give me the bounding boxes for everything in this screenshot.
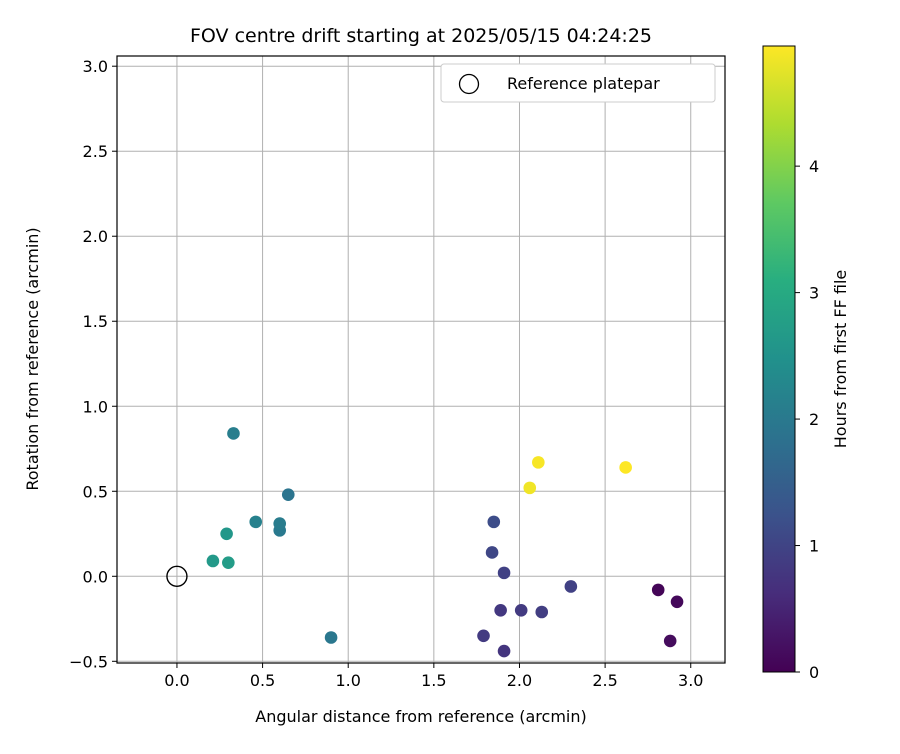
x-axis-title: Angular distance from reference (arcmin): [255, 707, 586, 726]
y-tick-label: 2.5: [83, 142, 108, 161]
y-tick-label: 1.0: [83, 397, 108, 416]
data-point: [670, 595, 684, 609]
data-point: [535, 605, 549, 619]
data-point: [619, 461, 632, 474]
y-axis-title: Rotation from reference (arcmin): [23, 227, 42, 490]
legend-box: [440, 63, 716, 103]
data-points: [206, 427, 684, 658]
legend-marker-reference: [458, 73, 480, 95]
plot-frame: [116, 55, 726, 664]
data-point: [222, 556, 235, 569]
axis-ticks: 0.0 0.5 1.0 1.5 2.0 2.5 3.0 −0.5 0.0 0.5 1.0 1.5 2.0…: [69, 57, 703, 690]
data-point: [249, 515, 263, 529]
grid-lines: [117, 56, 725, 663]
y-tick-label: 1.5: [83, 312, 108, 331]
x-tick-label: 3.0: [678, 671, 703, 690]
data-point: [564, 580, 578, 593]
x-tick-label: 0.5: [250, 671, 275, 690]
data-point: [324, 631, 338, 644]
colorbar: 0 1 2 3 4 Hours from first FF file: [762, 45, 850, 682]
colorbar-tick-label: 4: [809, 157, 819, 176]
x-tick-label: 2.5: [592, 671, 617, 690]
data-point: [651, 583, 665, 597]
colorbar-tick-label: 3: [809, 284, 819, 303]
colorbar-title: Hours from first FF file: [831, 270, 850, 449]
data-point: [227, 427, 240, 440]
data-point: [497, 644, 511, 658]
x-tick-label: 0.0: [164, 671, 189, 690]
data-point: [532, 456, 545, 469]
data-point: [487, 515, 501, 529]
reference-marker-layer: [166, 565, 188, 587]
data-point: [663, 634, 677, 648]
chart-title: FOV centre drift starting at 2025/05/15 …: [190, 25, 652, 47]
data-point: [281, 488, 295, 501]
x-tick-label: 1.0: [335, 671, 360, 690]
data-point: [477, 629, 490, 643]
data-point: [494, 603, 507, 617]
legend: Reference platepar: [440, 63, 716, 103]
colorbar-tick-label: 1: [809, 537, 819, 556]
colorbar-gradient: [762, 45, 796, 673]
colorbar-tick-label: 2: [809, 410, 819, 429]
y-tick-label: 3.0: [83, 57, 108, 76]
data-point: [497, 566, 511, 580]
y-tick-label: 2.0: [83, 227, 108, 246]
data-point: [220, 527, 233, 541]
x-tick-label: 1.5: [421, 671, 446, 690]
reference-platepar-marker: [166, 565, 188, 587]
x-tick-label: 2.0: [507, 671, 532, 690]
y-tick-label: −0.5: [69, 652, 108, 671]
y-tick-label: 0.0: [83, 567, 108, 586]
data-point: [523, 481, 537, 495]
data-point: [273, 517, 287, 530]
colorbar-ticks: 0 1 2 3 4: [795, 157, 819, 682]
data-point: [514, 603, 528, 617]
legend-label-reference: Reference platepar: [507, 74, 660, 93]
colorbar-tick-label: 0: [809, 663, 819, 682]
data-point: [206, 554, 220, 568]
data-point: [485, 546, 499, 559]
y-tick-label: 0.5: [83, 482, 108, 501]
